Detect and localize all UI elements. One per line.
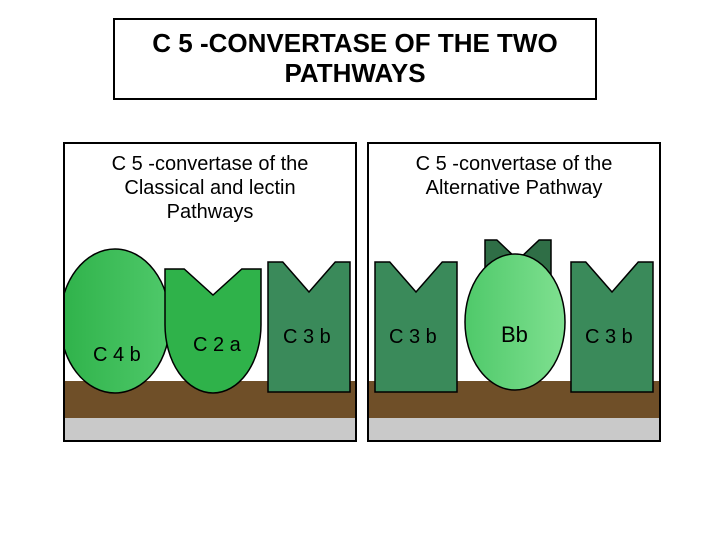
panel-left-ground-grey <box>65 418 355 440</box>
panel-left-subtitle: C 5 -convertase of the Classical and lec… <box>65 152 355 224</box>
panel-classical-lectin: C 5 -convertase of the Classical and lec… <box>63 142 357 442</box>
label-c2a: C 2 a <box>193 334 241 357</box>
label-c3b-r1: C 3 b <box>389 326 437 349</box>
panel-right-ground-grey <box>369 418 659 440</box>
label-c3b-left: C 3 b <box>283 326 331 349</box>
shape-c4b <box>63 249 170 393</box>
label-bb: Bb <box>501 322 528 348</box>
panel-right-subtitle: C 5 -convertase of the Alternative Pathw… <box>369 152 659 200</box>
label-c3b-r2: C 3 b <box>585 326 633 349</box>
label-c4b: C 4 b <box>93 344 141 367</box>
panel-left-subtitle-text: C 5 -convertase of the Classical and lec… <box>112 153 309 223</box>
main-title-box: C 5 -CONVERTASE OF THE TWO PATHWAYS <box>113 18 597 100</box>
main-title-text: C 5 -CONVERTASE OF THE TWO PATHWAYS <box>115 29 595 89</box>
panel-right-subtitle-text: C 5 -convertase of the Alternative Pathw… <box>416 153 613 199</box>
shape-c2a <box>165 269 261 393</box>
panel-alternative: C 5 -convertase of the Alternative Pathw… <box>367 142 661 442</box>
